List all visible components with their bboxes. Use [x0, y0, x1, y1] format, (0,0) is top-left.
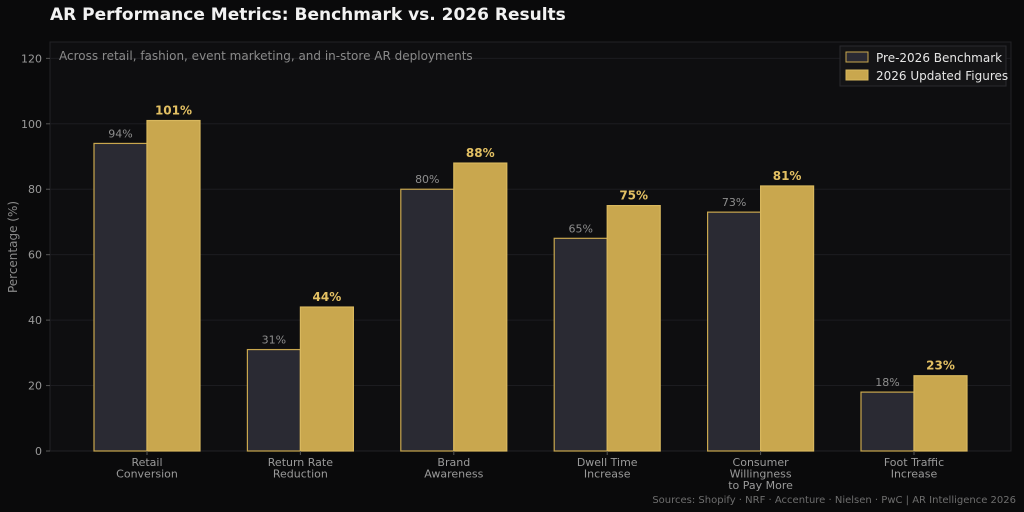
- bar-benchmark: [400, 188, 455, 452]
- plot-area: [49, 41, 1012, 452]
- bar-2026: [146, 119, 201, 452]
- bar-2026: [913, 375, 968, 452]
- data-label-2026: 75%: [619, 189, 648, 203]
- source-note: Sources: Shopify · NRF · Accenture · Nie…: [652, 495, 1016, 506]
- category-label: Consumer Willingness to Pay More: [728, 456, 793, 492]
- data-label-2026: 81%: [773, 169, 802, 183]
- y-tick-label: 120: [21, 52, 42, 65]
- category-label: Foot Traffic Increase: [884, 456, 944, 481]
- bar-2026: [299, 306, 354, 452]
- data-label-2026: 44%: [313, 290, 342, 304]
- bar-2026: [759, 185, 815, 452]
- category-label: Dwell Time Increase: [577, 456, 638, 481]
- data-label-benchmark: 80%: [415, 173, 439, 186]
- category-label: Return Rate Reduction: [268, 456, 333, 481]
- legend-swatch-benchmark: [845, 51, 869, 63]
- legend: Pre-2026 Benchmark 2026 Updated Figures: [839, 45, 1008, 87]
- data-label-2026: 88%: [466, 146, 495, 160]
- y-tick-label: 20: [28, 380, 42, 393]
- y-axis-ticks: 0 20 40 60 80 100 120: [21, 52, 50, 458]
- data-label-2026: 23%: [926, 359, 955, 373]
- data-label-2026: 101%: [155, 104, 192, 118]
- bar-2026: [453, 162, 508, 452]
- data-label-benchmark: 31%: [262, 334, 286, 347]
- y-tick-label: 60: [28, 249, 42, 262]
- bar-benchmark: [860, 391, 915, 452]
- legend-label-benchmark: Pre-2026 Benchmark: [876, 51, 1002, 65]
- category-label: Retail Conversion: [116, 456, 178, 481]
- bar-2026: [606, 205, 661, 452]
- bar-benchmark: [706, 211, 762, 452]
- x-axis-categories: Retail Conversion Return Rate Reduction Bran…: [116, 451, 944, 492]
- y-tick-label: 80: [28, 183, 42, 196]
- data-label-benchmark: 73%: [722, 196, 746, 209]
- y-tick-label: 0: [35, 445, 42, 458]
- bar-benchmark: [553, 237, 608, 452]
- category-label: Brand Awareness: [424, 456, 483, 481]
- y-tick-label: 100: [21, 118, 42, 131]
- chart-subtitle: Across retail, fashion, event marketing,…: [59, 49, 473, 63]
- data-label-benchmark: 65%: [568, 222, 592, 235]
- bars: 94% 101% 31% 44% 80% 88% 65% 75% 73% 81% 18% 23%: [93, 104, 968, 452]
- bar-benchmark: [93, 142, 148, 452]
- legend-label-2026: 2026 Updated Figures: [876, 69, 1008, 83]
- y-axis-label: Percentage (%): [6, 201, 20, 293]
- legend-swatch-2026: [845, 69, 869, 81]
- y-tick-label: 40: [28, 314, 42, 327]
- data-label-benchmark: 18%: [875, 376, 899, 389]
- chart-title: AR Performance Metrics: Benchmark vs. 20…: [50, 5, 566, 25]
- bar-benchmark: [246, 348, 301, 452]
- data-label-benchmark: 94%: [108, 127, 132, 140]
